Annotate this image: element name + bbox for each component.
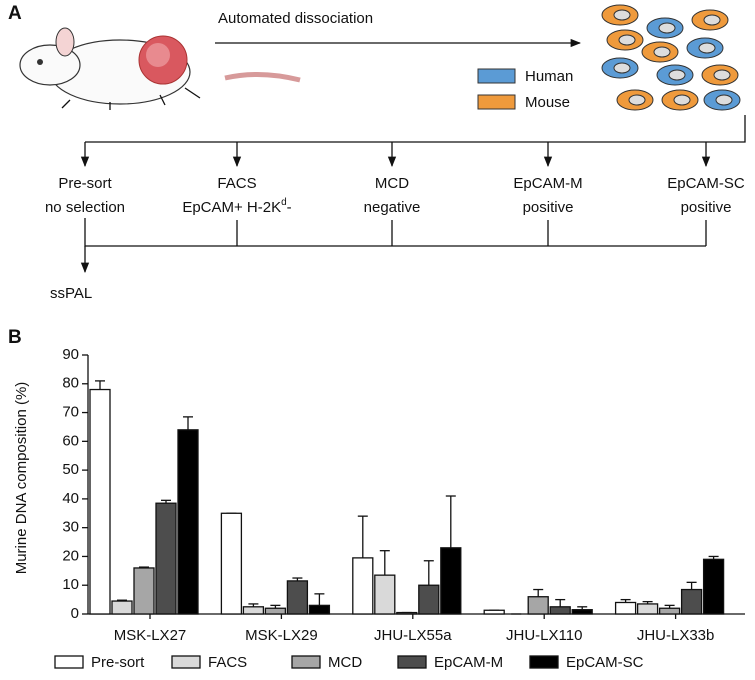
connector xyxy=(85,115,746,143)
bar xyxy=(680,588,703,615)
y-tick-label: 30 xyxy=(62,519,79,536)
bar xyxy=(374,574,396,615)
bar xyxy=(396,611,418,615)
x-tick-label: MSK-LX29 xyxy=(245,627,318,644)
bar xyxy=(133,567,155,615)
bar xyxy=(549,606,571,615)
y-tick-label: 70 xyxy=(62,404,79,421)
label-part: EpCAM-M xyxy=(513,175,582,192)
panel-label: A xyxy=(8,3,22,24)
legend-label: Pre-sort xyxy=(91,654,145,671)
bar xyxy=(571,609,593,615)
label-part: no selection xyxy=(45,199,125,216)
bar xyxy=(702,558,725,615)
y-tick-label: 60 xyxy=(62,432,79,449)
legend-swatch xyxy=(529,655,559,669)
mouse-illustration xyxy=(19,27,301,110)
bar xyxy=(242,606,265,615)
x-tick-label: JHU-LX55a xyxy=(374,627,452,644)
legend-label: Human xyxy=(525,68,573,85)
label-part: EpCAM-SC xyxy=(667,175,745,192)
bar xyxy=(418,584,440,615)
legend-swatch xyxy=(477,68,516,84)
legend-label: EpCAM-M xyxy=(434,654,503,671)
y-tick-label: 50 xyxy=(62,461,79,478)
y-axis-label: Murine DNA composition (%) xyxy=(13,382,30,575)
legend-swatch xyxy=(477,94,516,110)
legend-swatch xyxy=(291,655,321,669)
legend-label: MCD xyxy=(328,654,362,671)
bar xyxy=(220,512,243,615)
x-tick-label: JHU-LX110 xyxy=(506,627,582,644)
bar xyxy=(155,502,177,615)
branch-label: positive xyxy=(523,199,574,216)
cell-illustration xyxy=(601,4,741,111)
bar xyxy=(308,604,331,615)
branch-label: EpCAM-M xyxy=(513,175,582,192)
label-part: Pre-sort xyxy=(58,175,112,192)
branch-label: negative xyxy=(364,199,421,216)
y-tick-label: 80 xyxy=(62,375,79,392)
connector xyxy=(84,218,707,247)
legend-label: FACS xyxy=(208,654,247,671)
y-tick-label: 40 xyxy=(62,490,79,507)
label-part: negative xyxy=(364,199,421,216)
bar xyxy=(352,557,374,615)
bar xyxy=(111,600,133,615)
legend-label: EpCAM-SC xyxy=(566,654,644,671)
output-label: ssPAL xyxy=(50,285,92,302)
bar xyxy=(440,547,462,615)
bar xyxy=(483,609,505,615)
bar xyxy=(614,601,637,615)
x-tick-label: MSK-LX27 xyxy=(114,627,187,644)
branch-label: FACS xyxy=(217,175,256,192)
y-tick-label: 10 xyxy=(62,576,79,593)
label-part: MCD xyxy=(375,175,409,192)
branch-label: Pre-sort xyxy=(58,175,112,192)
bar xyxy=(89,388,111,615)
legend-swatch xyxy=(397,655,427,669)
y-tick-label: 20 xyxy=(62,547,79,564)
bar xyxy=(527,596,549,615)
legend-label: Mouse xyxy=(525,94,570,111)
branch-label: EpCAM+ H-2Kd- xyxy=(182,197,291,216)
y-tick-label: 0 xyxy=(71,605,79,622)
x-tick-label: JHU-LX33b xyxy=(637,627,715,644)
legend-swatch xyxy=(54,655,84,669)
branch-label: MCD xyxy=(375,175,409,192)
branch-label: EpCAM-SC xyxy=(667,175,745,192)
panel-label: B xyxy=(8,327,22,348)
bar xyxy=(177,429,199,615)
arrow-label: Automated dissociation xyxy=(218,10,373,27)
label-part: d xyxy=(281,197,287,208)
label-part: FACS xyxy=(217,175,256,192)
branch-label: no selection xyxy=(45,199,125,216)
label-part: EpCAM+ H-2K xyxy=(182,199,281,216)
label-part: positive xyxy=(681,199,732,216)
bar xyxy=(286,580,309,615)
y-tick-label: 90 xyxy=(62,346,79,363)
bar xyxy=(658,607,681,615)
label-part: - xyxy=(287,199,292,216)
bar xyxy=(636,603,659,615)
branch-label: positive xyxy=(681,199,732,216)
legend-swatch xyxy=(171,655,201,669)
bar xyxy=(264,607,287,615)
label-part: positive xyxy=(523,199,574,216)
